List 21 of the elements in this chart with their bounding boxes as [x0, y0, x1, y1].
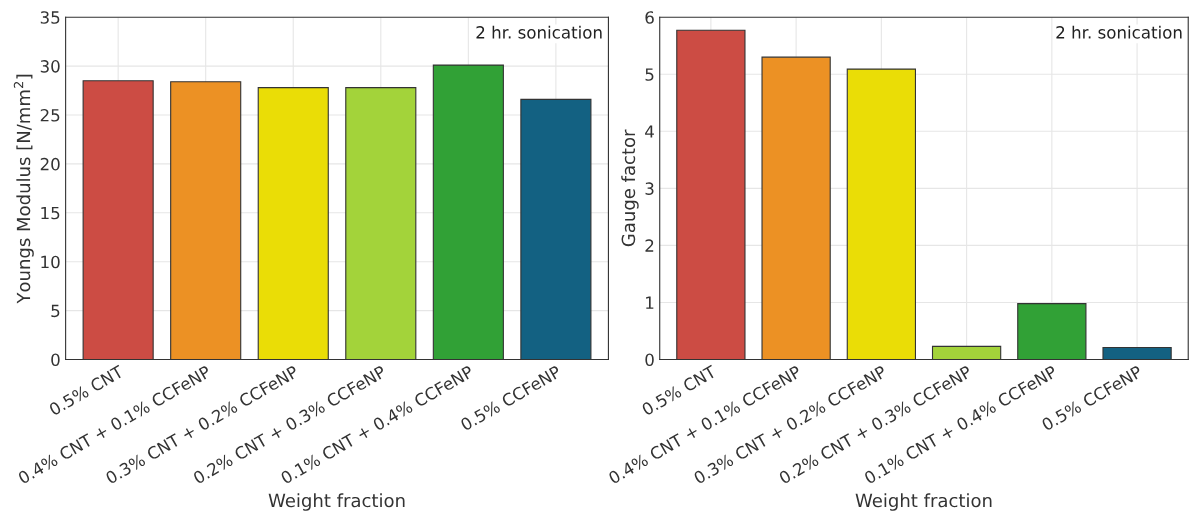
y-tick-label: 0: [645, 353, 654, 367]
y-tick-label: 6: [645, 11, 654, 24]
annotation: 2 hr. sonication: [1056, 25, 1182, 39]
y-tick-label: 2: [645, 239, 654, 252]
y-tick-label: 25: [40, 108, 60, 122]
y-tick-label: 10: [41, 255, 60, 269]
y-tick-label: 15: [41, 206, 60, 220]
y-tick-label: 3: [645, 182, 654, 195]
x-axis-title: Weight fraction: [855, 493, 992, 511]
y-tick-label: 4: [645, 125, 654, 138]
annotation: 2 hr. sonication: [476, 25, 602, 39]
y-tick-label: 1: [646, 296, 654, 309]
x-axis-title: Weight fraction: [268, 493, 405, 511]
y-axis-title: Gauge factor: [621, 129, 639, 247]
y-tick-label: 20: [40, 157, 60, 171]
y-tick-label: 0: [51, 353, 60, 367]
y-tick-label: 30: [40, 60, 60, 73]
y-tick-label: 5: [51, 304, 60, 318]
y-axis-title: Youngs Modulus [N/mm$^{2}$]: [13, 74, 34, 304]
y-tick-label: 5: [645, 68, 654, 81]
y-tick-label: 35: [40, 11, 60, 24]
